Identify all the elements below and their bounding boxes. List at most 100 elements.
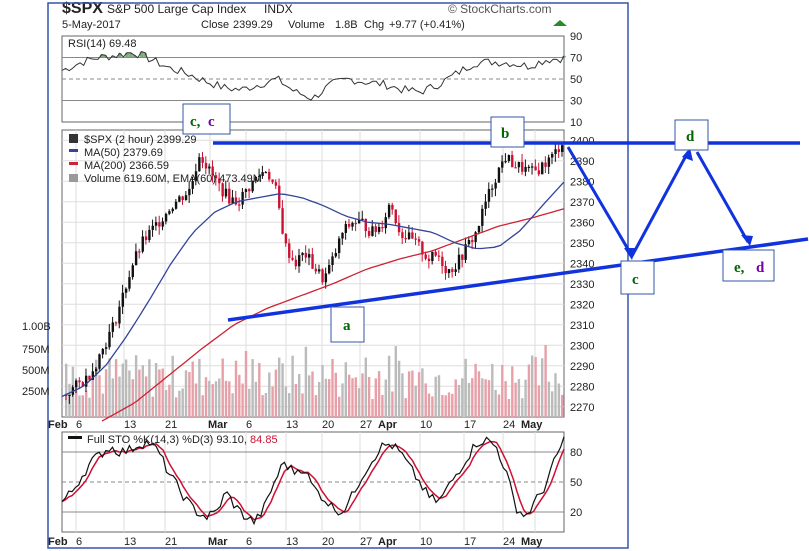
volume-bar [444,395,447,417]
candle-body [507,155,511,162]
ma200-line [101,208,565,422]
volume-bar [427,393,431,417]
x-tick-label: 13 [124,419,136,431]
x-tick-label: 20 [322,536,334,548]
price-tick-label: 2320 [570,299,594,311]
candle-body [427,258,431,262]
sto-tick-label: 80 [570,447,582,459]
label-d-purple: d [756,260,765,276]
volume-bar [288,393,291,417]
candle-body [497,167,501,183]
candle-body [158,222,161,227]
volume-bar [471,378,474,417]
volume-tick-label: 1.00B [22,321,51,333]
volume-tick-label: 250M [22,386,50,398]
sto-tick-label: 50 [570,477,582,489]
x-tick-label: Feb [48,419,68,431]
candle-body [491,188,494,190]
candle-body [474,232,477,242]
candle-body [411,232,414,239]
candle-body [308,254,311,258]
candle-body [258,176,261,178]
candle-body [401,232,404,239]
candle-body [118,306,121,324]
candle-body [231,197,234,204]
close-label: Close [201,19,229,31]
candle-body [264,171,268,174]
volume-bar [374,378,377,417]
volume-bar [264,393,268,417]
candle-body [547,157,551,167]
candle-body [111,322,115,332]
volume-bar [78,395,81,417]
candle-body [251,180,254,192]
volume-bar [161,368,164,417]
candle-body [141,236,144,252]
candle-body [457,254,461,270]
volume-bar [114,359,118,417]
price-tick-label: 2310 [570,320,594,332]
candle-body [524,166,527,172]
volume-bar [467,382,471,417]
volume-bar [238,374,241,417]
x-tick-label: 17 [464,419,476,431]
label-c-right: c [632,272,639,288]
volume-bar [371,399,374,417]
price-tick-label: 2360 [570,217,594,229]
x-tick-label: Apr [378,536,398,548]
volume-bar [544,345,547,417]
x-tick-label: May [521,419,543,431]
candle-body [511,155,514,168]
support-line [227,237,809,322]
volume-bar [274,369,278,417]
candle-body [188,188,191,196]
volume-bar [364,357,367,417]
x-tick-label: 27 [360,419,372,431]
volume-bar [491,363,494,417]
volume-bar [461,378,464,417]
index-name: S&P 500 Large Cap Index [107,2,246,16]
volume-bar [521,398,524,417]
volume-bar [481,378,484,417]
volume-bar [351,378,354,417]
volume-bar [557,383,561,417]
candle-body [451,269,454,272]
volume-bar [181,388,184,417]
label-a: a [343,318,351,334]
candle-body [494,182,497,189]
volume-bar [268,372,271,417]
arrow-head-icon [741,235,753,246]
candle-body [527,166,531,169]
candle-body [391,204,394,210]
volume-bar [407,371,411,417]
candle-body [537,170,541,175]
volume-bar [344,362,347,417]
candle-body [447,269,451,273]
volume-bar [531,355,534,417]
candle-body [124,288,128,293]
candle-body [221,183,224,197]
candle-body [181,196,184,201]
volume-bar [88,397,91,417]
x-tick-label: Apr [378,419,398,431]
volume-bar [401,373,404,417]
volume-bar [357,388,361,417]
projection-up [630,151,690,257]
volume-bar [367,376,371,417]
candle-body [464,244,467,260]
volume-bar [284,386,288,417]
rsi-tick-label: 90 [570,31,582,43]
candle-body [304,252,308,258]
candle-body [74,380,78,388]
candle-body [204,162,208,169]
volume-bar [377,371,381,417]
x-tick-label: Mar [208,536,228,548]
candle-body [134,251,138,266]
candle-body [151,225,154,230]
candle-body [114,322,118,324]
volume-bar [164,390,168,417]
quote-date: 5-May-2017 [62,19,121,31]
volume-bar [128,370,131,417]
candle-body [444,266,447,273]
x-tick-label: May [521,536,543,548]
